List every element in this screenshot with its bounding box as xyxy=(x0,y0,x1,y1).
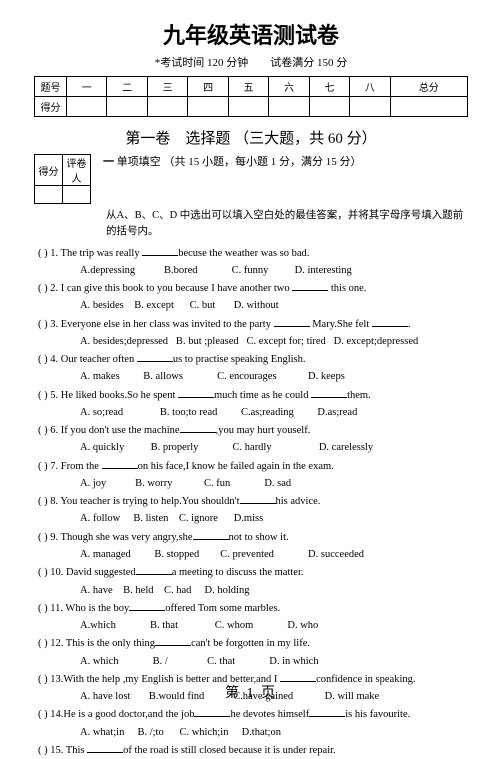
question-options: A. follow B. listen C. ignore D.miss xyxy=(34,511,468,527)
question-options: A. besides;depressed B. but ;pleased C. … xyxy=(34,334,468,350)
cell xyxy=(350,97,390,117)
question-stem: ( ) 7. From the on his face,I know he fa… xyxy=(34,459,468,475)
question-stem: ( ) 12. This is the only thingcan't be f… xyxy=(34,636,468,652)
mark-cell xyxy=(63,186,91,204)
question-options: A. quickly B. properly C. hardly D. care… xyxy=(34,440,468,456)
part1-row: 得分 评卷人 一 单项填空 （共 15 小题，每小题 1 分，满分 15 分） xyxy=(34,154,468,204)
subtitle-text: 考试时间 120 分钟 试卷满分 150 分 xyxy=(160,57,347,69)
col-3: 四 xyxy=(188,77,228,97)
cell xyxy=(309,97,349,117)
exam-subtitle: *考试时间 120 分钟 试卷满分 150 分 xyxy=(34,54,468,70)
question-stem: ( ) 11. Who is the boyoffered Tom some m… xyxy=(34,601,468,617)
score-row-values: 得分 xyxy=(35,97,468,117)
col-4: 五 xyxy=(228,77,268,97)
cell xyxy=(67,97,107,117)
score-row-header: 题号 一 二 三 四 五 六 七 八 总分 xyxy=(35,77,468,97)
question-options: A. besides B. except C. but D. without xyxy=(34,298,468,314)
part1-text: 单项填空 （共 15 小题，每小题 1 分，满分 15 分） xyxy=(117,156,362,168)
question-options: A. so;read B. too;to read C.as;reading D… xyxy=(34,405,468,421)
mark-1: 评卷人 xyxy=(63,155,91,186)
page-footer: 第 1 页 xyxy=(0,682,502,702)
section1-title: 第一卷 选择题 （三大题，共 60 分） xyxy=(34,127,468,148)
col-2: 三 xyxy=(147,77,187,97)
cell xyxy=(107,97,147,117)
question-options: A. which B. / C. that D. in which xyxy=(34,654,468,670)
question-stem: ( ) 9. Though she was very angry,shenot … xyxy=(34,530,468,546)
question-stem: ( ) 14.He is a good doctor,and the jobhe… xyxy=(34,707,468,723)
col-6: 七 xyxy=(309,77,349,97)
question-options: A. what;in B. /;to C. which;in D.that;on xyxy=(34,725,468,741)
part1-instruction: 一 单项填空 （共 15 小题，每小题 1 分，满分 15 分） xyxy=(99,154,362,171)
mark-0: 得分 xyxy=(35,155,63,186)
mark-cell xyxy=(35,186,63,204)
question-stem: ( ) 8. You teacher is trying to help.You… xyxy=(34,494,468,510)
cell xyxy=(228,97,268,117)
row-label-1: 得分 xyxy=(35,97,67,117)
instruction-note: 从A、B、C、D 中选出可以填入空白处的最佳答案，并将其字母序号填入题前的括号内… xyxy=(106,208,468,240)
col-7: 八 xyxy=(350,77,390,97)
row-label-0: 题号 xyxy=(35,77,67,97)
mark-table: 得分 评卷人 xyxy=(34,154,91,204)
question-options: A. have B. held C. had D. holding xyxy=(34,583,468,599)
cell xyxy=(188,97,228,117)
question-stem: ( ) 5. He liked books.So he spent much t… xyxy=(34,388,468,404)
question-stem: ( ) 1. The trip was really becuse the we… xyxy=(34,246,468,262)
score-table: 题号 一 二 三 四 五 六 七 八 总分 得分 xyxy=(34,76,468,117)
cell xyxy=(269,97,309,117)
question-stem: ( ) 4. Our teacher often us to practise … xyxy=(34,352,468,368)
col-5: 六 xyxy=(269,77,309,97)
question-stem: ( ) 2. I can give this book to you becau… xyxy=(34,281,468,297)
question-options: A. managed B. stopped C. prevented D. su… xyxy=(34,547,468,563)
question-stem: ( ) 10. David suggesteda meeting to disc… xyxy=(34,565,468,581)
question-stem: ( ) 15. This of the road is still closed… xyxy=(34,743,468,759)
col-8: 总分 xyxy=(390,77,467,97)
col-1: 二 xyxy=(107,77,147,97)
col-0: 一 xyxy=(67,77,107,97)
cell xyxy=(390,97,467,117)
question-stem: ( ) 6. If you don't use the machine,you … xyxy=(34,423,468,439)
question-stem: ( ) 3. Everyone else in her class was in… xyxy=(34,317,468,333)
question-options: A.depressing B.bored C. funny D. interes… xyxy=(34,263,468,279)
exam-title: 九年级英语测试卷 xyxy=(34,18,468,50)
part1-label: 一 xyxy=(103,156,114,168)
question-options: A. joy B. worry C. fun D. sad xyxy=(34,476,468,492)
cell xyxy=(147,97,187,117)
question-options: A.which B. that C. whom D. who xyxy=(34,618,468,634)
question-options: A. makes B. allows C. encourages D. keep… xyxy=(34,369,468,385)
